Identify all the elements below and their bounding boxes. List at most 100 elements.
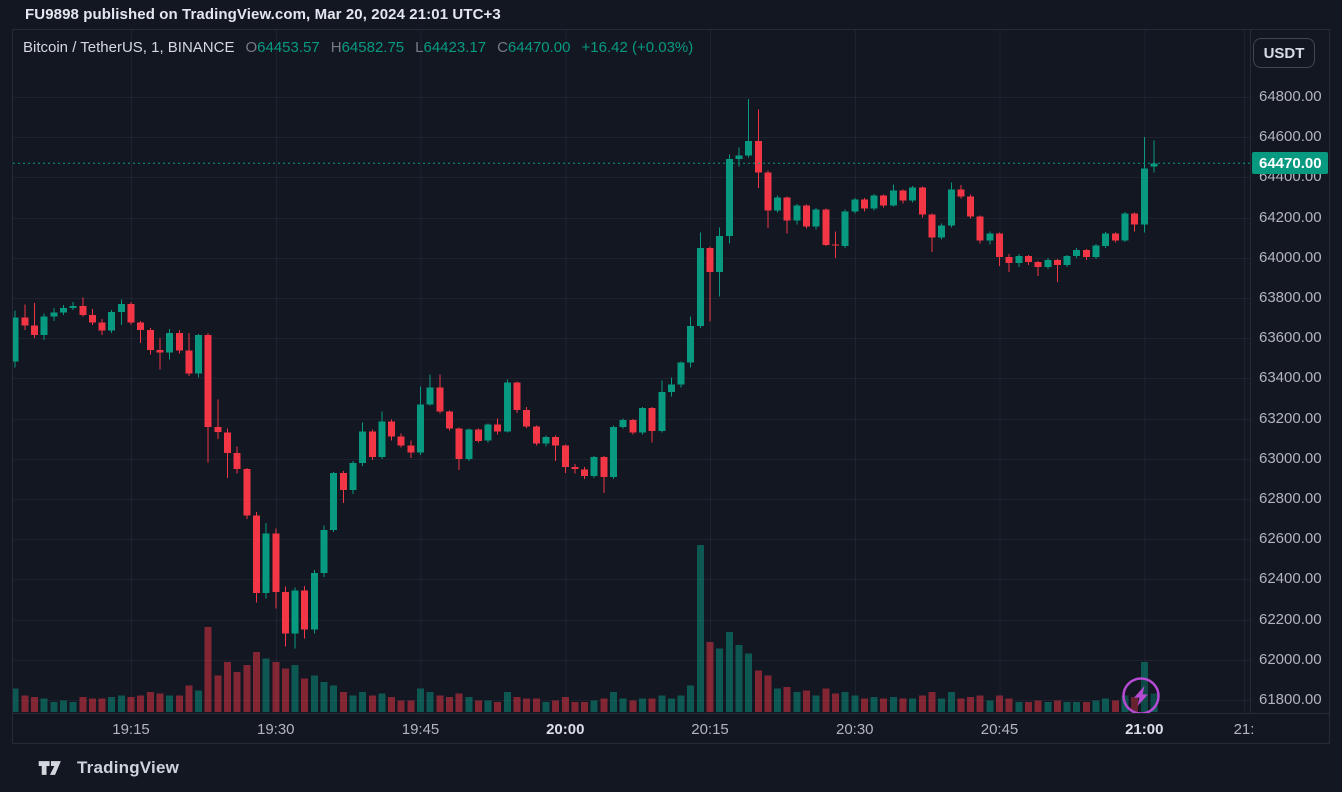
volume-bar xyxy=(243,665,251,712)
candle-body xyxy=(349,462,357,490)
volume-bar xyxy=(513,697,521,712)
candle-body xyxy=(272,533,280,592)
candle-body xyxy=(880,195,888,206)
candle-body xyxy=(590,457,598,476)
high-label: H xyxy=(330,39,342,56)
volume-bar xyxy=(1073,702,1081,712)
candle-body xyxy=(1150,163,1158,167)
price-axis-label: 63200.00 xyxy=(1259,409,1322,427)
candle-body xyxy=(735,155,743,159)
volume-bar xyxy=(918,695,926,712)
volume-bar xyxy=(822,688,830,712)
volume-bar xyxy=(832,693,839,712)
candle-body xyxy=(291,590,299,634)
volume-bar xyxy=(40,698,48,712)
volume-bar xyxy=(870,697,878,712)
candlestick-chart[interactable] xyxy=(13,30,1250,713)
candle-body xyxy=(1034,261,1042,267)
price-axis-label: 64600.00 xyxy=(1259,128,1322,146)
volume-bar xyxy=(50,702,58,712)
volume-bar xyxy=(938,698,946,712)
candle-body xyxy=(330,472,338,531)
candle-wicks xyxy=(14,99,1155,649)
candle-body xyxy=(532,426,540,444)
volume-bar xyxy=(1111,700,1119,712)
candle-body xyxy=(455,428,463,459)
candle-body xyxy=(339,472,347,490)
candle-body xyxy=(996,233,1003,257)
volume-bar xyxy=(137,695,145,712)
time-axis-label: 20:00 xyxy=(546,721,585,738)
candle-body xyxy=(986,233,994,241)
high-value: 64582.75 xyxy=(341,39,405,56)
candle-body xyxy=(474,429,482,441)
volume-bar xyxy=(13,688,19,712)
candle-body xyxy=(1005,256,1013,263)
candle-body xyxy=(552,437,560,446)
price-axis-label: 62000.00 xyxy=(1259,650,1322,668)
candle-body xyxy=(957,189,965,197)
price-axis-label: 63000.00 xyxy=(1259,449,1322,467)
candle-body xyxy=(803,205,810,227)
volume-bar xyxy=(175,695,183,712)
volume-bar xyxy=(426,692,434,712)
candle-body xyxy=(774,197,782,211)
candle-body xyxy=(262,533,270,594)
volume-bar xyxy=(88,698,96,712)
candle-body xyxy=(243,468,251,516)
candle-body xyxy=(204,335,212,428)
candle-body xyxy=(98,322,106,331)
price-axis-label: 64800.00 xyxy=(1259,88,1322,105)
symbol-legend: Bitcoin / TetherUS, 1, BINANCE O64453.57… xyxy=(23,39,693,56)
volume-bar xyxy=(590,700,598,712)
price-axis-label: 61800.00 xyxy=(1259,691,1322,708)
candle-body xyxy=(301,590,309,630)
volume-bar xyxy=(21,695,29,712)
volume-bar xyxy=(79,697,87,712)
candle-body xyxy=(976,216,984,241)
currency-toggle-button[interactable]: USDT xyxy=(1253,38,1315,68)
candle-body xyxy=(513,382,521,411)
volume-bar xyxy=(610,692,617,712)
price-axis[interactable]: USDT 64800.00 64600.00 64400.00 64200.00 640… xyxy=(1250,30,1330,713)
candle-body xyxy=(175,333,183,351)
candle-body xyxy=(1063,255,1071,265)
candle-body xyxy=(677,362,685,385)
candle-body xyxy=(629,420,637,433)
price-axis-label: 62800.00 xyxy=(1259,490,1322,507)
volume-bar xyxy=(417,688,424,712)
volume-bar xyxy=(851,695,859,712)
brand-name[interactable]: TradingView xyxy=(77,758,180,777)
price-axis-label: 62400.00 xyxy=(1259,570,1322,588)
volume-bar xyxy=(166,695,174,712)
volume-bar xyxy=(359,692,367,712)
price-axis-label: 64000.00 xyxy=(1259,248,1322,266)
candle-body xyxy=(754,141,762,173)
candle-body xyxy=(1111,233,1119,241)
candle-body xyxy=(465,429,473,459)
candle-body xyxy=(484,424,492,441)
candle-body xyxy=(1140,168,1148,225)
volume-bar xyxy=(899,698,907,712)
candle-body xyxy=(407,445,415,453)
candle-body xyxy=(1044,259,1052,267)
volume-bar xyxy=(214,675,222,712)
candle-body xyxy=(388,421,396,437)
current-price-badge: 64470.00 xyxy=(1252,152,1328,175)
chart-canvas[interactable] xyxy=(13,30,1250,713)
tradingview-logo-icon[interactable] xyxy=(38,758,68,778)
volume-bar xyxy=(320,681,328,712)
candle-body xyxy=(50,312,58,317)
volume-bar xyxy=(503,692,511,712)
time-axis[interactable]: 19:15 19:30 19:45 20:00 20:15 20:30 20:45 21:00… xyxy=(13,713,1329,743)
candle-body xyxy=(561,445,569,467)
flash-icon[interactable] xyxy=(1122,677,1160,714)
time-axis-label: 20:15 xyxy=(691,721,729,738)
price-axis-label: 62600.00 xyxy=(1259,530,1322,548)
volume-bar xyxy=(301,678,309,712)
candle-body xyxy=(841,211,849,246)
volume-bar xyxy=(986,700,994,712)
candle-body xyxy=(967,196,975,217)
volume-bar xyxy=(445,697,453,712)
